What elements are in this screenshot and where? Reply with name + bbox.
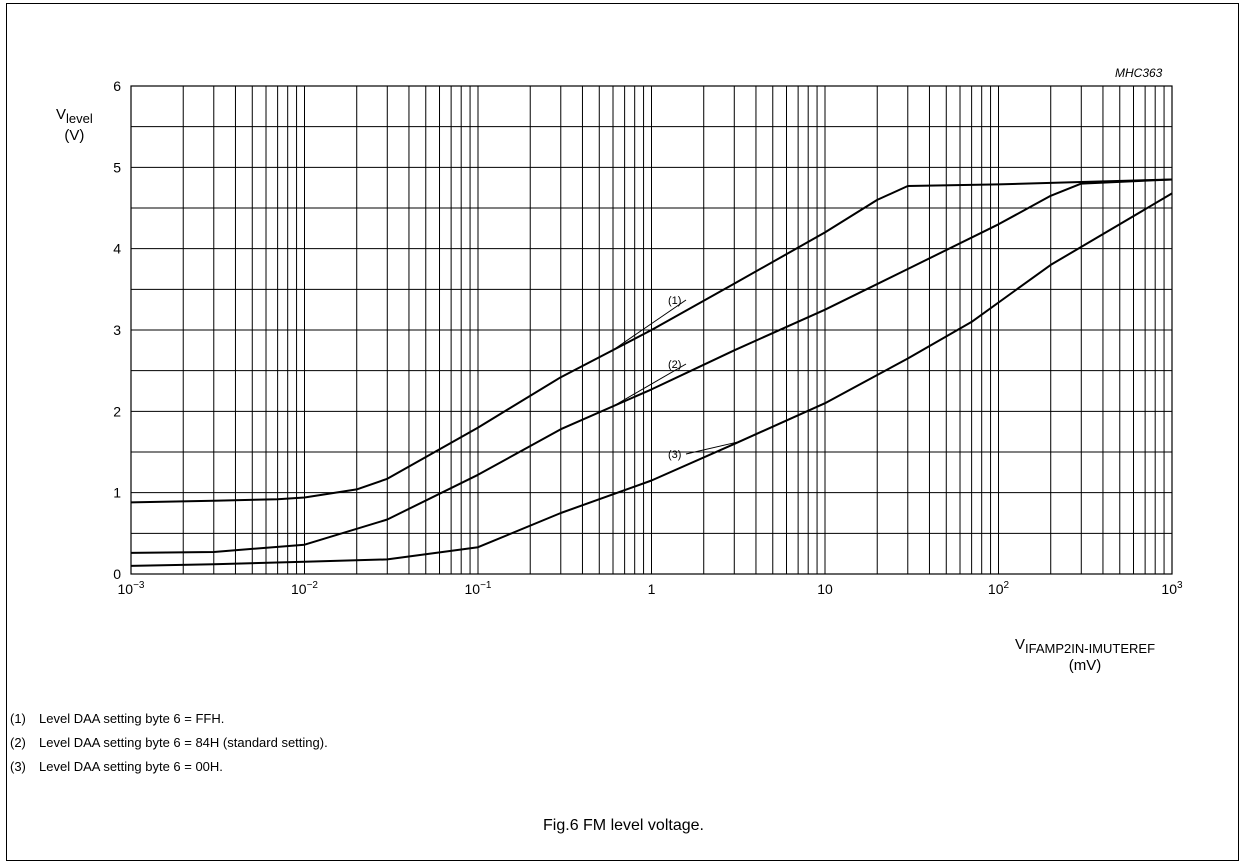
plot-border <box>130 85 1173 575</box>
y-tick-label: 3 <box>113 322 121 338</box>
series-label-3: (3) <box>668 449 681 461</box>
x-tick-label: 102 <box>988 580 1010 597</box>
figure-frame <box>6 3 1239 861</box>
series-line-1 <box>130 178 1173 504</box>
note-number: (2) <box>10 735 26 750</box>
note-item: (2) Level DAA setting byte 6 = 84H (stand… <box>10 735 328 759</box>
y-tick-label: 1 <box>113 485 121 501</box>
x-tick-label: 10−2 <box>291 580 318 597</box>
series-line-3 <box>130 192 1173 567</box>
x-tick-exponent: 3 <box>1177 580 1183 591</box>
grid <box>130 85 1173 575</box>
x-tick-label: 1 <box>648 581 656 597</box>
x-tick-base: 10 <box>291 581 307 597</box>
y-tick-label: 5 <box>113 159 121 175</box>
x-tick-base: 1 <box>648 581 656 597</box>
x-tick-label: 10−3 <box>118 580 145 597</box>
x-tick-label: 10−1 <box>465 580 492 597</box>
x-axis-label: VIFAMP2IN-IMUTEREF (mV) <box>985 636 1185 674</box>
x-tick-base: 10 <box>817 581 833 597</box>
y-axis-label: Vlevel (V) <box>56 106 93 144</box>
y-tick-label: 4 <box>113 241 121 257</box>
callout-leader-2 <box>612 363 687 407</box>
series-label-2: (2) <box>668 359 681 371</box>
y-tick-label: 2 <box>113 403 121 419</box>
note-text: Level DAA setting byte 6 = FFH. <box>39 711 225 726</box>
series-label-1: (1) <box>668 295 681 307</box>
x-tick-base: 10 <box>118 581 134 597</box>
note-text: Level DAA setting byte 6 = 84H (standard… <box>39 735 328 750</box>
y-tick-labels: 0 1 2 3 4 5 6 <box>113 78 121 582</box>
y-axis-label-sub: level <box>66 111 93 126</box>
note-text: Level DAA setting byte 6 = 00H. <box>39 759 223 774</box>
callout-leader-1 <box>612 299 687 351</box>
notes-list: (1) Level DAA setting byte 6 = FFH. (2) Le… <box>10 711 328 783</box>
y-tick-label: 0 <box>113 566 121 582</box>
series-lines <box>130 178 1173 567</box>
x-tick-label: 10 <box>817 581 833 597</box>
note-item: (1) Level DAA setting byte 6 = FFH. <box>10 711 328 735</box>
figure-code: MHC363 <box>1115 66 1163 80</box>
x-axis-label-sub: IFAMP2IN-IMUTEREF <box>1025 641 1156 656</box>
series-line-2 <box>130 178 1173 554</box>
x-tick-label: 103 <box>1161 580 1183 597</box>
figure-caption: Fig.6 FM level voltage. <box>543 817 704 834</box>
x-tick-base: 10 <box>1161 581 1177 597</box>
y-axis-unit: (V) <box>64 127 85 144</box>
note-number: (3) <box>10 759 26 774</box>
x-tick-exponent: −3 <box>133 580 145 591</box>
x-tick-exponent: 2 <box>1004 580 1010 591</box>
series-callouts: (1) (2) (3) <box>612 295 740 461</box>
y-axis-label-main: V <box>56 106 67 123</box>
note-number: (1) <box>10 711 26 726</box>
y-tick-label: 6 <box>113 78 121 94</box>
callout-leader-3 <box>685 441 740 455</box>
x-tick-exponent: −2 <box>307 580 319 591</box>
x-tick-exponent: −1 <box>480 580 492 591</box>
x-tick-base: 10 <box>988 581 1004 597</box>
x-axis-unit: (mV) <box>1068 657 1102 674</box>
x-tick-labels: 10−3 10−2 10−1 1 10 102 103 <box>118 580 1184 597</box>
x-axis-label-main: V <box>1014 636 1025 653</box>
note-item: (3) Level DAA setting byte 6 = 00H. <box>10 759 328 783</box>
x-tick-base: 10 <box>465 581 481 597</box>
